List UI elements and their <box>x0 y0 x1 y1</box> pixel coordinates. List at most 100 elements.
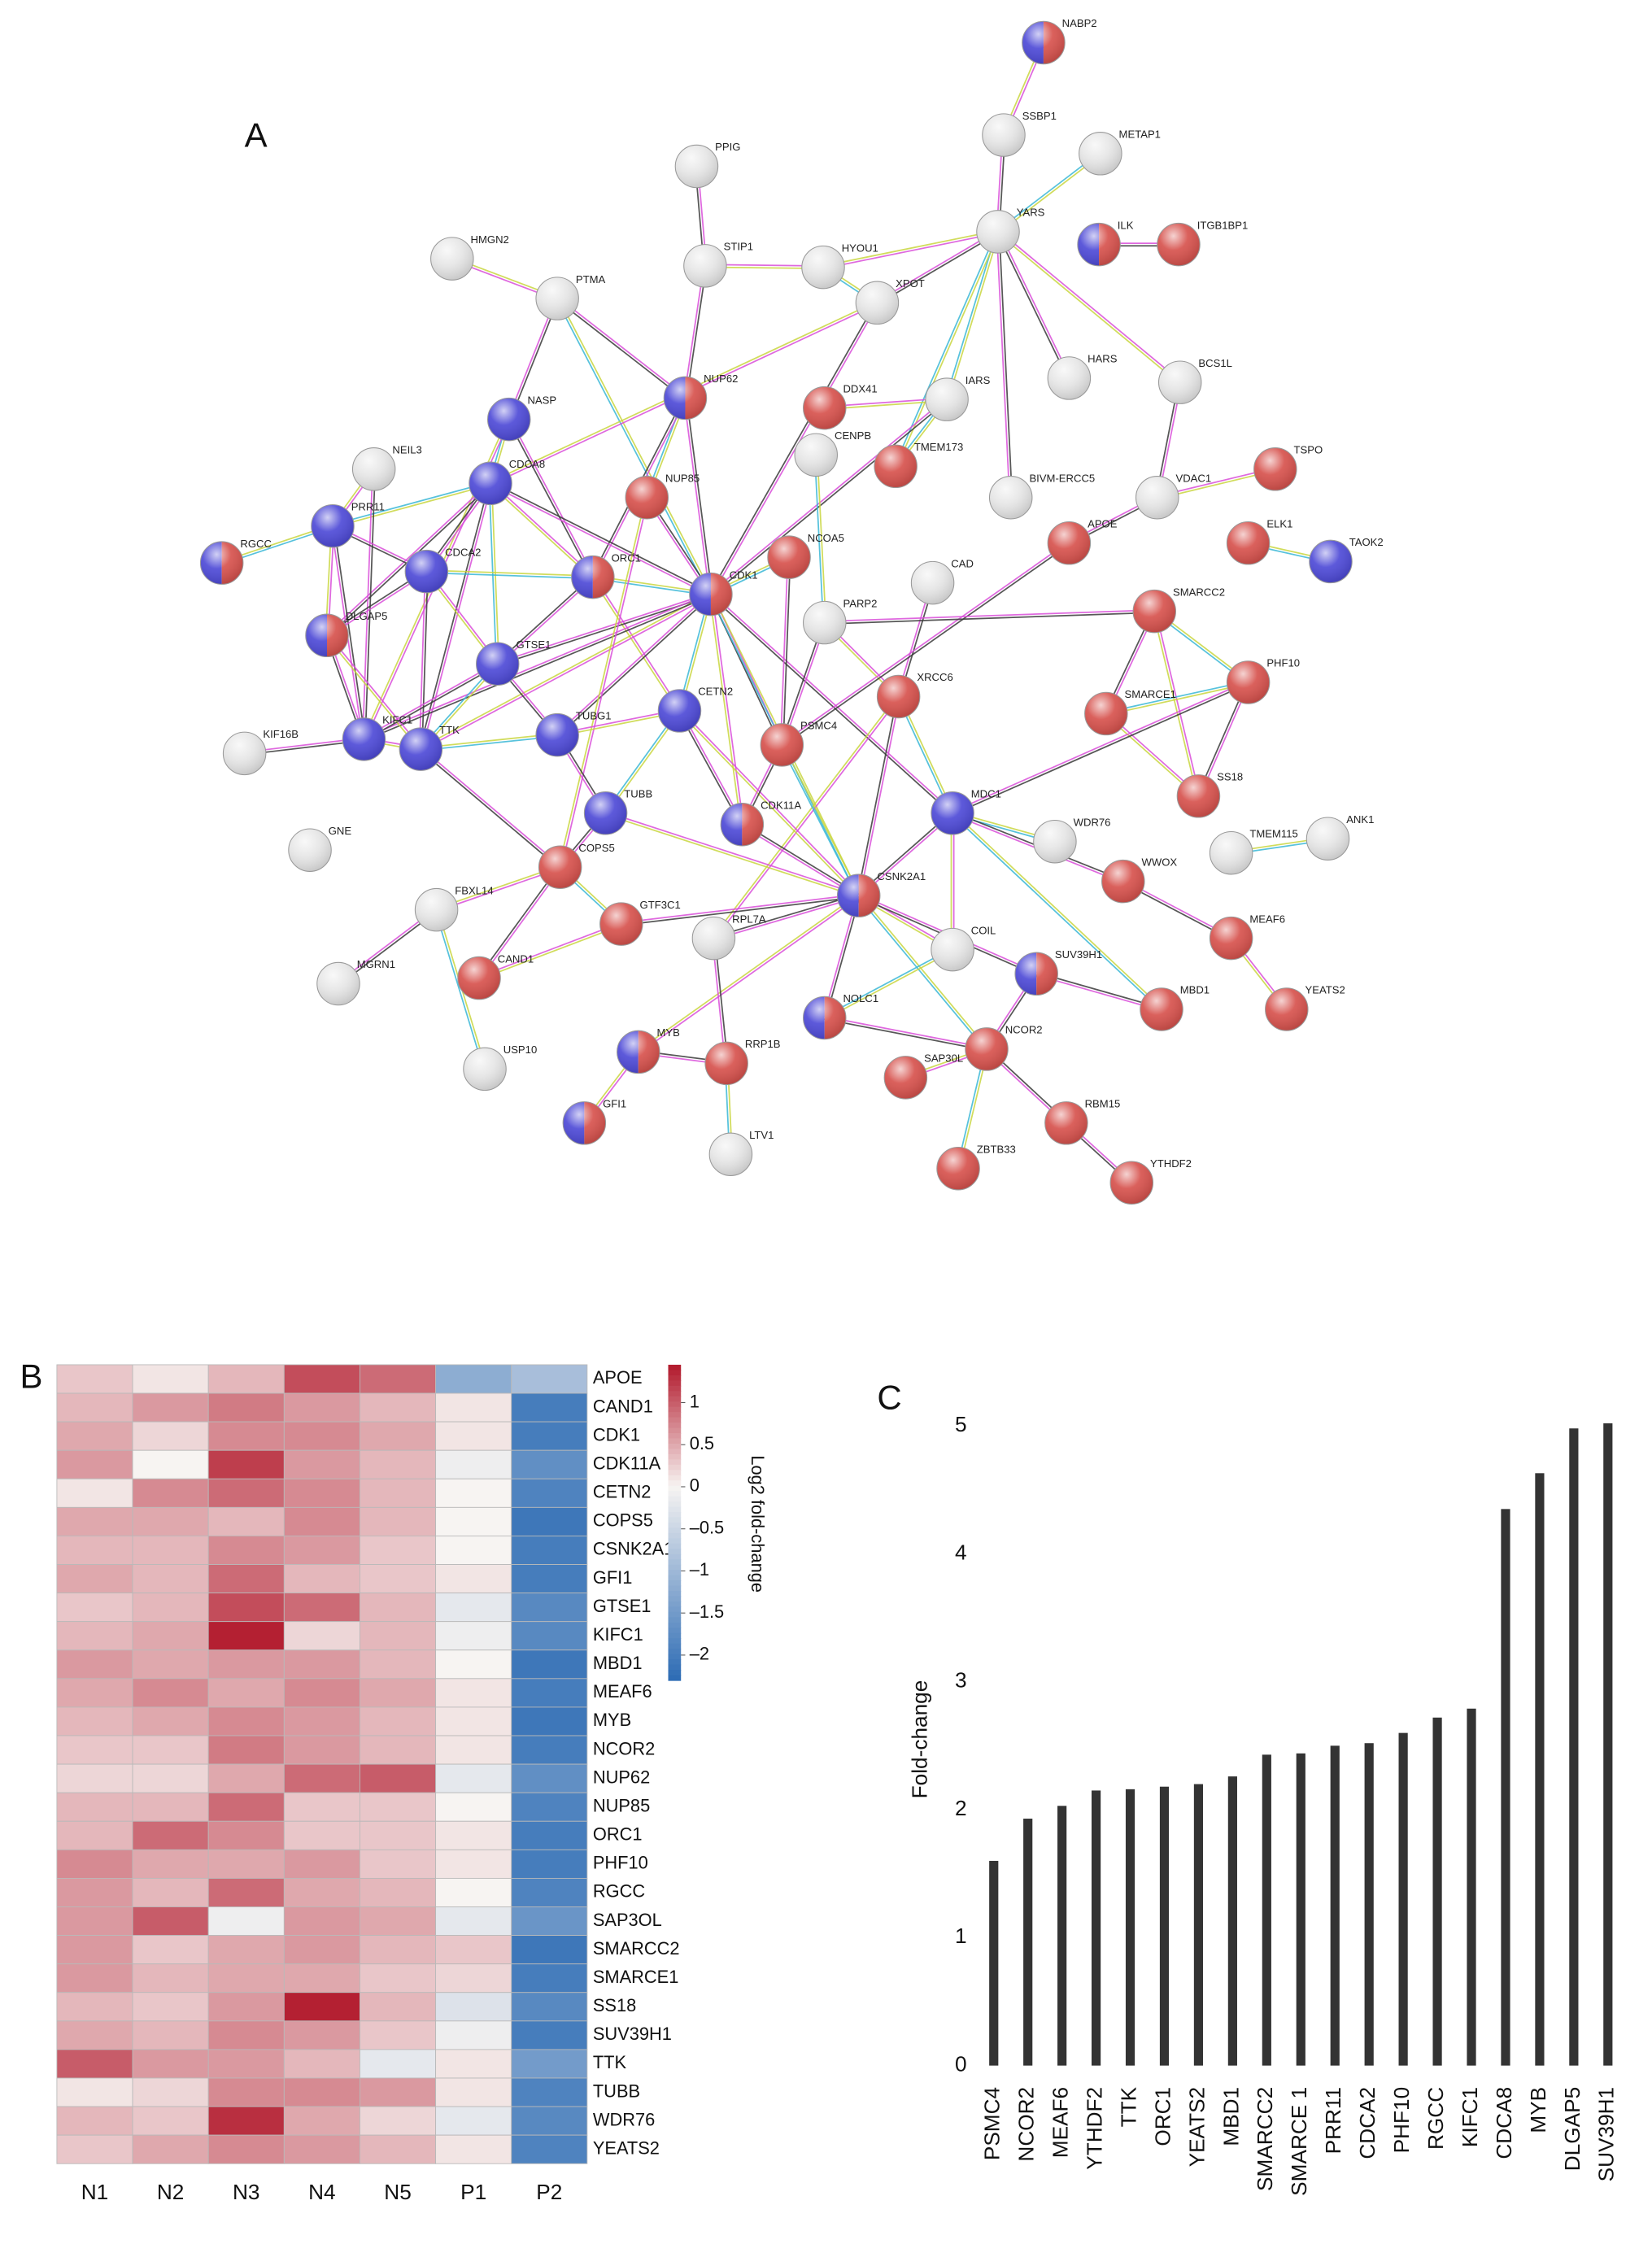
node-gloss <box>538 845 582 889</box>
row-label: CDK11A <box>593 1453 661 1473</box>
heatmap-cell <box>283 1763 360 1793</box>
x-tick-label: TTK <box>1116 2086 1140 2127</box>
heatmap-cell <box>207 1906 285 1937</box>
node-label: BCS1L <box>1198 357 1232 369</box>
heatmap-cell <box>283 1792 360 1822</box>
node-gloss <box>1157 222 1201 267</box>
node-label: NASP <box>527 394 556 406</box>
heatmap-cell <box>283 1535 360 1565</box>
node-label: GFI1 <box>603 1098 626 1110</box>
x-tick-label: SMARCE 1 <box>1287 2087 1311 2196</box>
edge <box>333 525 366 739</box>
node-gloss <box>583 791 628 835</box>
node-label: ILK <box>1118 219 1134 231</box>
colorbar-label: Log2 fold-change <box>748 1455 768 1593</box>
heatmap-cell <box>132 1564 209 1594</box>
heatmap-cell <box>56 1820 133 1850</box>
heatmap-cell <box>360 1849 437 1879</box>
row-label: TTK <box>593 2052 627 2072</box>
node-gloss <box>1209 830 1253 875</box>
node-gloss <box>1140 987 1183 1031</box>
node-label: KIFC1 <box>382 714 412 726</box>
heatmap-cell <box>56 2049 133 2079</box>
heatmap-cell <box>360 1706 437 1736</box>
node-gloss <box>305 613 349 658</box>
edge <box>877 232 1000 305</box>
colorbar-step <box>668 1438 682 1444</box>
heatmap-cell <box>132 1877 209 1907</box>
node-label: CENPB <box>835 429 871 442</box>
edge <box>507 419 593 578</box>
heatmap-cell <box>283 1421 360 1451</box>
bar <box>1023 1819 1033 2066</box>
node-label: CSNK2A1 <box>877 870 926 882</box>
node-label: IARS <box>965 374 991 386</box>
x-tick-label: PRR11 <box>1321 2087 1345 2155</box>
colorbar-step <box>668 1606 682 1613</box>
bar <box>1057 1806 1067 2066</box>
node-label: YTHDF2 <box>1150 1157 1192 1170</box>
heatmap-cell <box>283 1678 360 1708</box>
x-tick-label: CDCA8 <box>1492 2087 1516 2159</box>
row-label: PHF10 <box>593 1853 648 1873</box>
node-gloss <box>1101 859 1145 904</box>
node-label: COPS5 <box>578 842 614 854</box>
node-gloss <box>836 874 881 917</box>
colorbar-step <box>668 1475 682 1481</box>
bar <box>1603 1423 1613 2066</box>
edge <box>490 481 713 594</box>
node-label: SMARCC2 <box>1173 586 1225 598</box>
edge <box>816 455 827 623</box>
heatmap-cell <box>511 1535 588 1565</box>
colorbar-step <box>668 1480 682 1487</box>
node-label: METAP1 <box>1119 129 1161 141</box>
bar <box>1296 1753 1305 2066</box>
row-label: CAND1 <box>593 1396 653 1416</box>
edge <box>876 229 998 303</box>
edge <box>952 811 1163 1009</box>
row-label: YEATS2 <box>593 2137 660 2158</box>
node-gloss <box>1084 691 1128 736</box>
heatmap-cell <box>56 1649 133 1680</box>
heatmap-cell <box>283 1877 360 1907</box>
colorbar-step <box>668 1380 682 1387</box>
x-tick-label: YEATS2 <box>1184 2087 1209 2168</box>
edge <box>421 571 429 750</box>
colorbar-step <box>668 1664 682 1671</box>
colorbar-step <box>668 1406 682 1413</box>
node-gloss <box>803 996 847 1040</box>
heatmap-cell <box>511 1478 588 1508</box>
edge <box>421 747 562 867</box>
node-gloss <box>931 927 974 972</box>
heatmap-cell <box>132 1706 209 1736</box>
heatmap-cell <box>283 1735 360 1765</box>
node-label: YARS <box>1017 207 1045 219</box>
colorbar-step <box>668 1580 682 1587</box>
heatmap-cell <box>132 1792 209 1822</box>
heatmap-cell <box>56 1449 133 1479</box>
heatmap-cell <box>360 2077 437 2107</box>
node-label: SS18 <box>1217 771 1243 783</box>
edge <box>822 229 998 267</box>
heatmap-cell <box>207 1506 285 1536</box>
bar <box>1262 1754 1271 2066</box>
node-label: MDC1 <box>971 788 1001 800</box>
edge <box>952 682 1249 816</box>
node-label: ANK1 <box>1346 813 1374 826</box>
heatmap-cell <box>283 1564 360 1594</box>
edge <box>678 711 859 897</box>
node-gloss <box>535 277 579 320</box>
colorbar-step <box>668 1433 682 1440</box>
heatmap-cell <box>132 1421 209 1451</box>
node-label: GTSE1 <box>516 638 551 651</box>
heatmap-cell <box>207 1364 285 1394</box>
node-label: NUP62 <box>704 373 738 385</box>
heatmap-cell <box>56 1763 133 1793</box>
node-label: ZBTB33 <box>977 1143 1016 1155</box>
heatmap-cell <box>207 1706 285 1736</box>
heatmap-cell <box>207 1792 285 1822</box>
edge <box>479 867 562 979</box>
heatmap-cell <box>360 1935 437 1965</box>
bar <box>1125 1789 1135 2066</box>
heatmap-cell <box>283 1649 360 1680</box>
